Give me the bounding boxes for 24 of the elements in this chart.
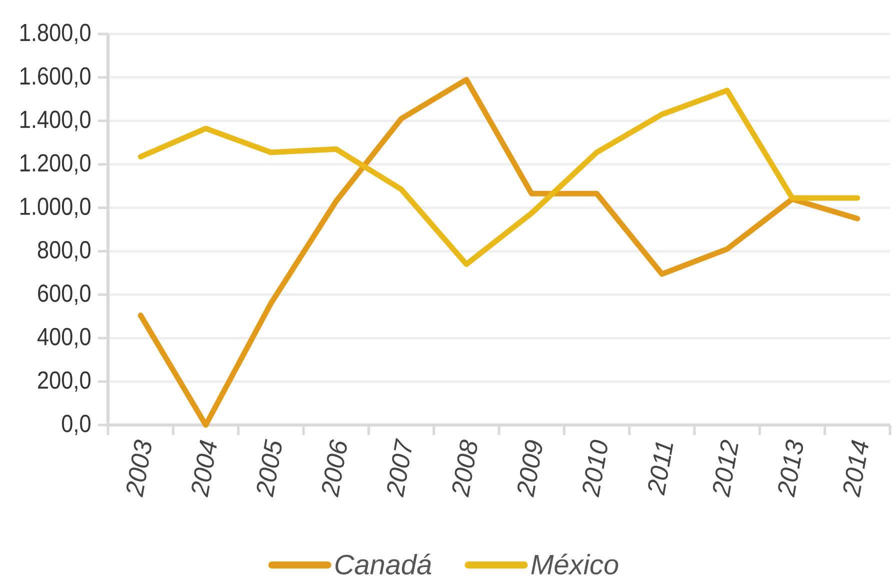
x-tick-label: 2004 (192, 440, 217, 498)
x-tick-label: 2009 (517, 440, 542, 498)
x-tick-label: 2008 (452, 440, 478, 498)
x-tick-label: 2005 (256, 438, 282, 498)
x-tick-label: 2006 (322, 439, 347, 498)
y-tick-label: 0,0 (62, 414, 90, 436)
y-tick-label: 1.400,0 (20, 110, 90, 132)
y-tick-label: 400,0 (37, 328, 90, 348)
x-tick-label: 2007 (387, 438, 412, 498)
x-tick-label: 2010 (582, 440, 608, 498)
legend-label: México (531, 554, 618, 575)
y-tick-label: 1.800,0 (20, 24, 90, 44)
x-tick-label: 2013 (778, 440, 804, 498)
x-tick-label: 2014 (843, 440, 868, 498)
y-tick-label: 1.600,0 (20, 67, 90, 88)
y-tick-label: 200,0 (38, 371, 90, 392)
x-tick-label: 2011 (648, 442, 674, 496)
y-tick-label: 600,0 (38, 284, 90, 305)
x-tick-label: 2012 (712, 440, 738, 498)
x-tick-label: 2003 (126, 440, 152, 498)
y-tick-label: 1.000,0 (20, 198, 90, 218)
y-tick-label: 1.200,0 (20, 154, 90, 175)
legend-label: Canadá (336, 554, 432, 575)
y-tick-label: 800,0 (38, 241, 90, 262)
